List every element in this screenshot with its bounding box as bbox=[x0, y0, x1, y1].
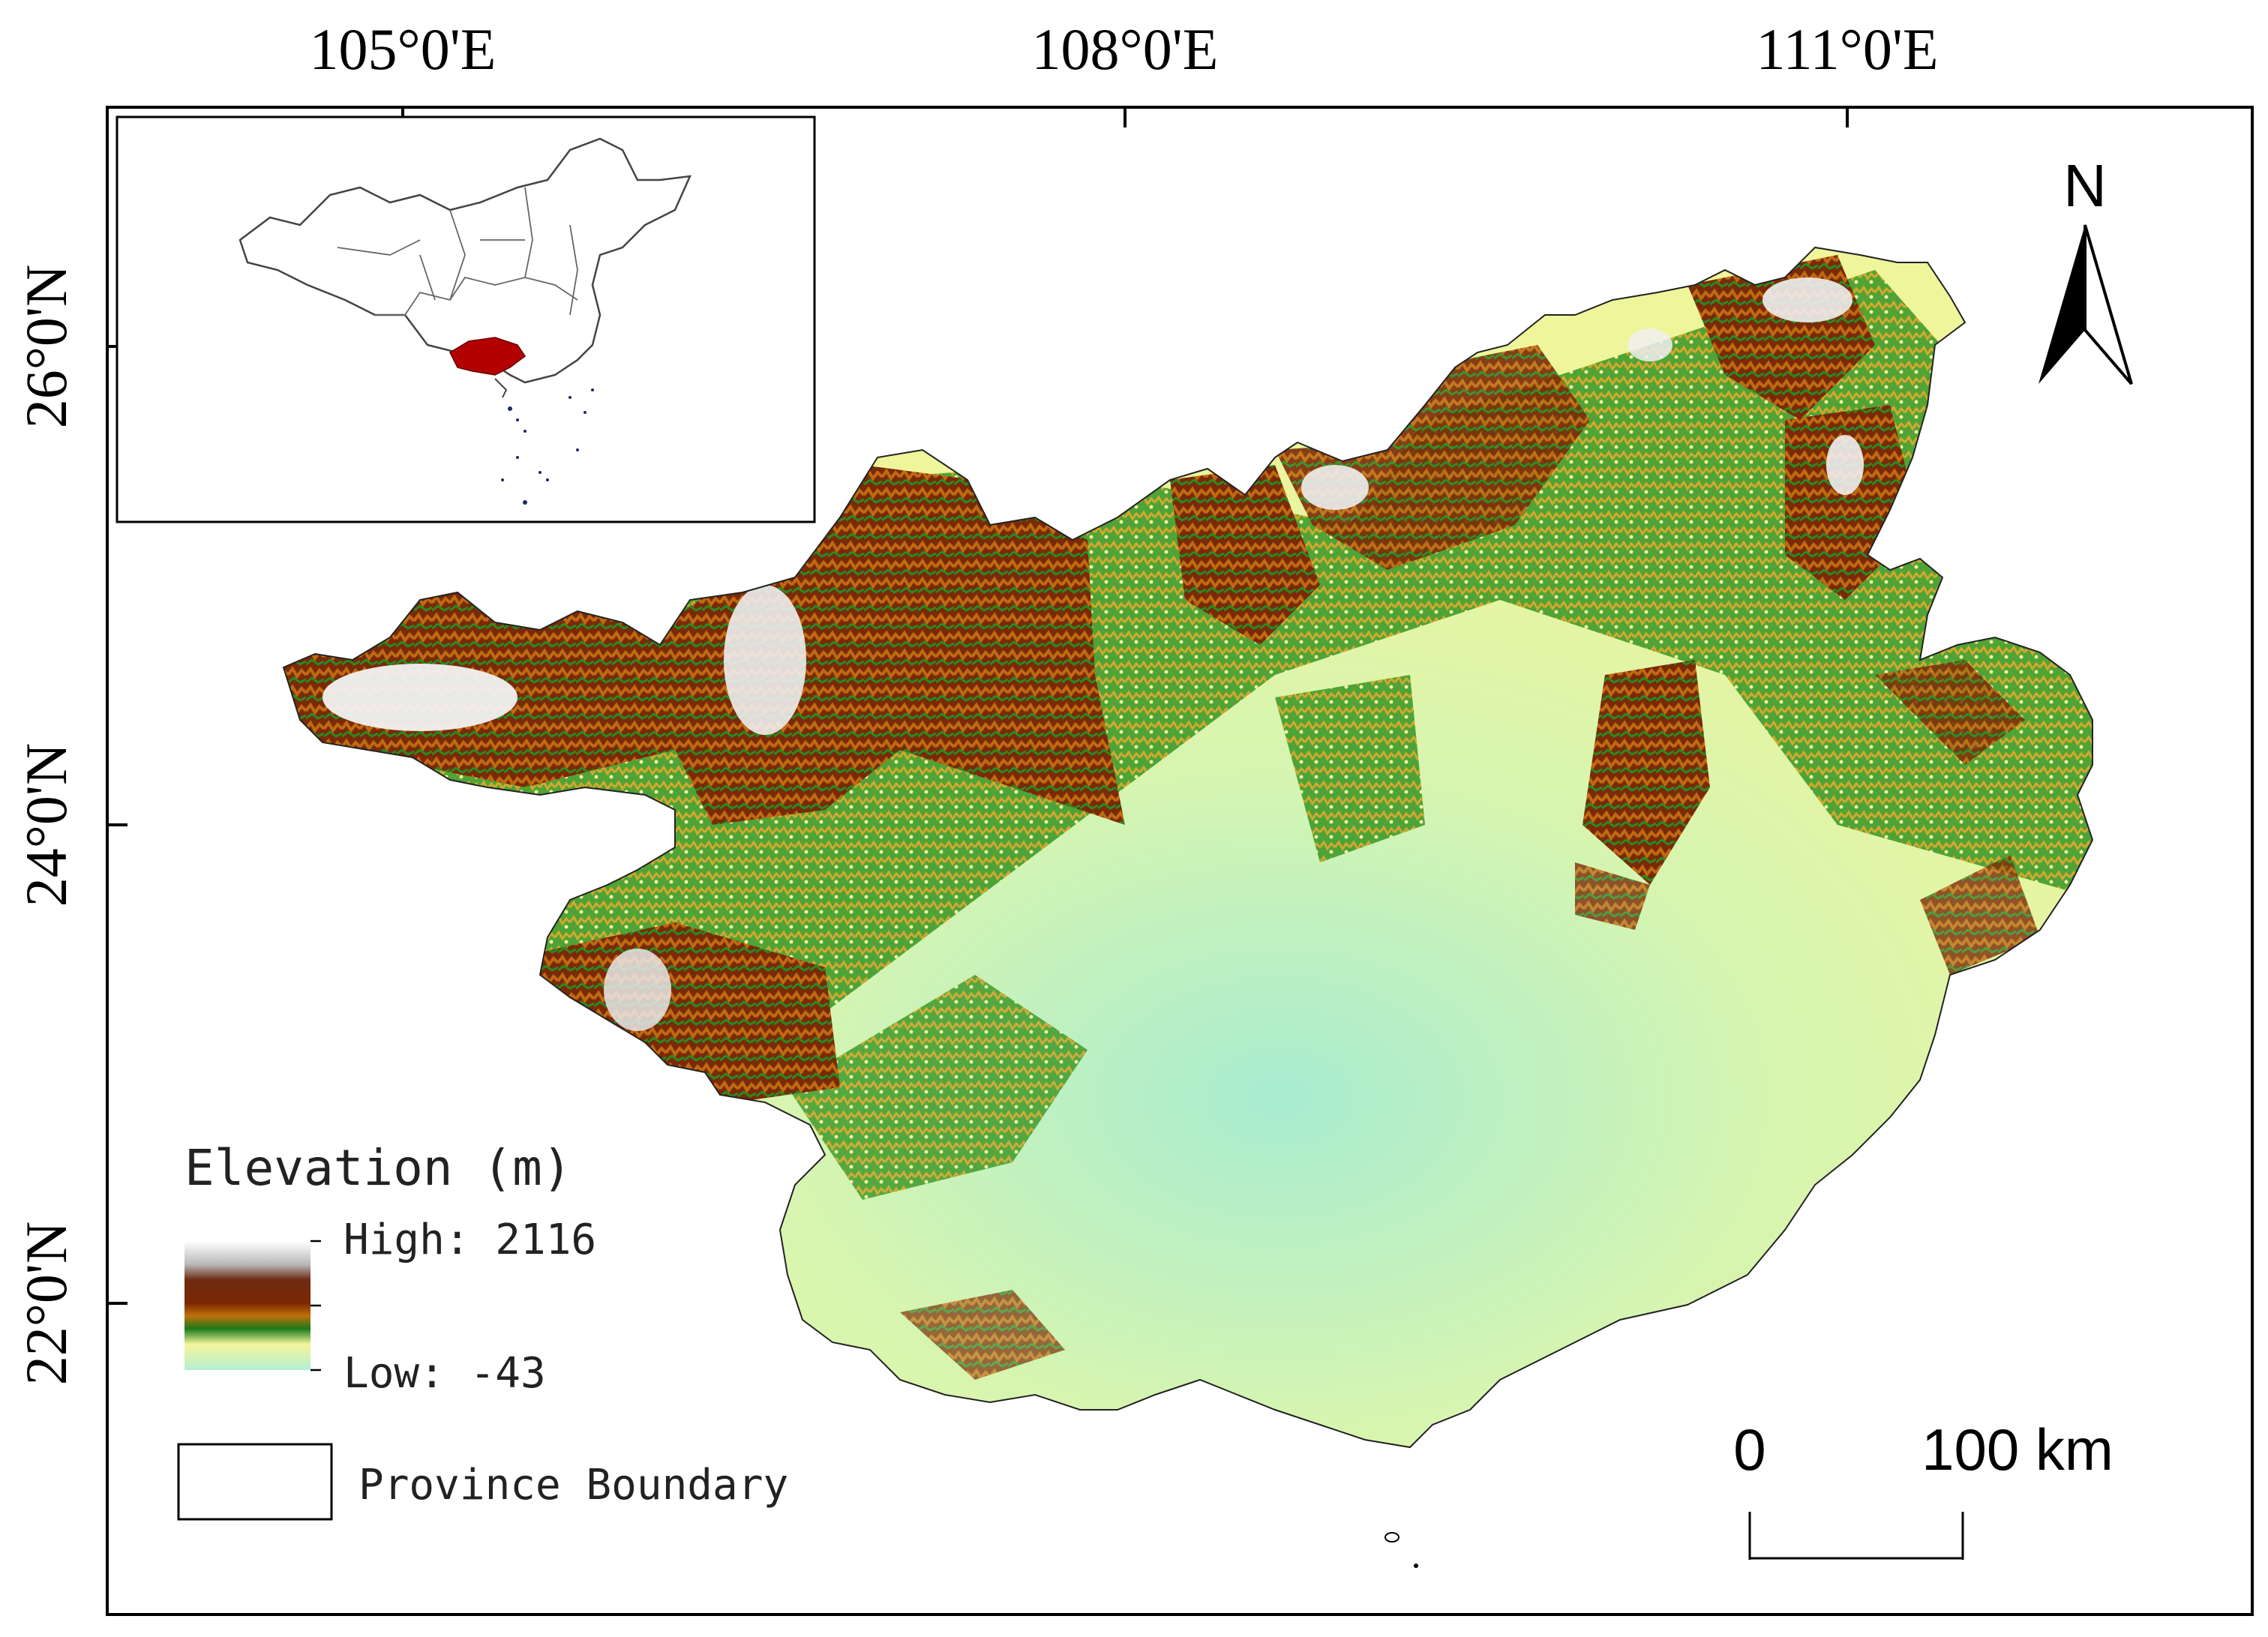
latitude-label-24: 24°0'N bbox=[14, 743, 79, 907]
scale-start-label: 0 bbox=[1733, 1417, 1766, 1483]
latitude-label-26: 26°0'N bbox=[14, 265, 79, 429]
inset-islands bbox=[501, 388, 594, 505]
inset-highlight-region bbox=[449, 337, 526, 376]
scale-bar-icon bbox=[1748, 1512, 1964, 1560]
scale-end-label: 100 km bbox=[1922, 1417, 2114, 1483]
legend-color-ramp bbox=[184, 1241, 310, 1370]
inset-map bbox=[116, 115, 816, 523]
inset-country-outline bbox=[238, 137, 692, 384]
north-arrow-icon: N bbox=[2038, 152, 2133, 385]
longitude-label-111: 111°0'E bbox=[1756, 16, 1938, 82]
legend: Elevation (m) High: 2116 Low: -43 Provin… bbox=[177, 1139, 788, 1521]
legend-title: Elevation (m) bbox=[184, 1139, 572, 1197]
latitude-label-22: 22°0'N bbox=[14, 1222, 79, 1386]
legend-boundary-label: Province Boundary bbox=[358, 1461, 788, 1510]
legend-high-label: High: 2116 bbox=[344, 1216, 596, 1264]
legend-boundary-swatch bbox=[177, 1443, 333, 1521]
longitude-label-108: 108°0'E bbox=[1032, 16, 1219, 82]
north-arrow-label: N bbox=[2063, 152, 2107, 219]
inset-province-lines bbox=[337, 187, 578, 316]
longitude-label-105: 105°0'E bbox=[310, 16, 496, 82]
legend-low-label: Low: -43 bbox=[344, 1349, 546, 1398]
